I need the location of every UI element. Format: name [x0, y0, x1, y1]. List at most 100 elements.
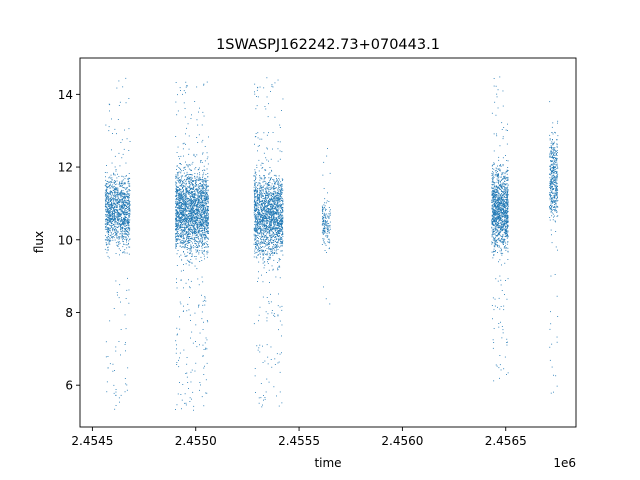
- data-point: [179, 234, 181, 236]
- data-point: [124, 219, 126, 221]
- data-point: [205, 202, 206, 204]
- data-point: [117, 212, 118, 214]
- data-point: [258, 204, 260, 206]
- data-point: [200, 221, 202, 223]
- data-point: [176, 165, 178, 167]
- data-point: [264, 209, 266, 211]
- data-point: [269, 230, 271, 232]
- data-point: [278, 227, 280, 229]
- data-point: [207, 209, 209, 211]
- data-point: [177, 238, 179, 240]
- data-point: [184, 186, 186, 187]
- data-point: [279, 217, 281, 218]
- data-point: [253, 214, 255, 216]
- data-point: [193, 215, 194, 216]
- data-point: [109, 193, 111, 195]
- data-point: [108, 186, 110, 188]
- data-point: [202, 201, 203, 203]
- data-point: [122, 185, 123, 187]
- data-point: [122, 193, 123, 194]
- data-point: [176, 216, 178, 218]
- data-point: [184, 197, 186, 199]
- data-point: [259, 236, 261, 237]
- data-point: [183, 194, 185, 196]
- data-point: [201, 250, 203, 252]
- data-point: [199, 389, 200, 391]
- data-point: [104, 228, 106, 230]
- data-point: [117, 294, 118, 296]
- data-point: [268, 248, 270, 249]
- data-point: [181, 246, 183, 248]
- data-point: [121, 139, 123, 141]
- data-point: [122, 224, 124, 226]
- data-point: [203, 187, 204, 189]
- data-point: [127, 228, 129, 230]
- data-point: [189, 240, 191, 241]
- data-point: [189, 218, 191, 220]
- data-point: [125, 233, 127, 235]
- data-point: [204, 217, 206, 219]
- data-point: [188, 236, 190, 237]
- data-point: [194, 176, 196, 178]
- data-point: [259, 138, 261, 140]
- data-point: [175, 201, 177, 203]
- data-point: [180, 212, 181, 213]
- data-point: [176, 362, 178, 363]
- data-point: [192, 180, 193, 182]
- data-point: [126, 384, 128, 386]
- data-point: [122, 220, 123, 222]
- data-point: [186, 206, 187, 208]
- data-point: [199, 225, 201, 226]
- data-point: [115, 229, 117, 231]
- data-point: [185, 402, 187, 404]
- data-point: [201, 141, 203, 143]
- data-point: [114, 190, 115, 192]
- data-point: [267, 215, 269, 217]
- data-point: [278, 178, 280, 179]
- data-point: [186, 231, 188, 233]
- data-point: [181, 234, 183, 236]
- data-point: [181, 194, 182, 196]
- data-point: [110, 185, 112, 186]
- data-point: [197, 238, 199, 239]
- data-point: [120, 210, 122, 212]
- data-point: [125, 202, 127, 204]
- data-point: [272, 179, 274, 180]
- data-point: [281, 324, 283, 326]
- data-point: [190, 199, 192, 201]
- data-point: [118, 224, 120, 225]
- data-point: [175, 238, 177, 240]
- data-point: [200, 219, 202, 220]
- data-point: [116, 192, 118, 194]
- data-point: [195, 209, 197, 211]
- data-point: [202, 179, 204, 180]
- data-point: [280, 211, 282, 213]
- data-point: [111, 118, 112, 120]
- data-point: [266, 238, 268, 239]
- data-point: [193, 205, 195, 206]
- data-point: [186, 127, 187, 129]
- data-point: [105, 214, 107, 216]
- data-point: [106, 228, 107, 230]
- data-point: [191, 216, 193, 218]
- data-point: [176, 198, 178, 200]
- data-point: [184, 206, 186, 208]
- data-point: [278, 205, 280, 207]
- data-point: [279, 187, 281, 188]
- data-point: [257, 225, 259, 226]
- data-point: [121, 231, 123, 233]
- data-point: [128, 289, 130, 291]
- data-point: [128, 230, 130, 232]
- data-point: [256, 227, 258, 229]
- data-point: [204, 216, 206, 218]
- data-point: [265, 245, 266, 247]
- data-point: [259, 351, 261, 353]
- data-point: [120, 207, 121, 209]
- data-point: [202, 204, 204, 206]
- data-point: [198, 198, 199, 200]
- data-point: [176, 205, 178, 207]
- data-point: [254, 228, 256, 230]
- data-point: [196, 226, 198, 228]
- data-point: [188, 191, 190, 193]
- data-point: [258, 402, 260, 404]
